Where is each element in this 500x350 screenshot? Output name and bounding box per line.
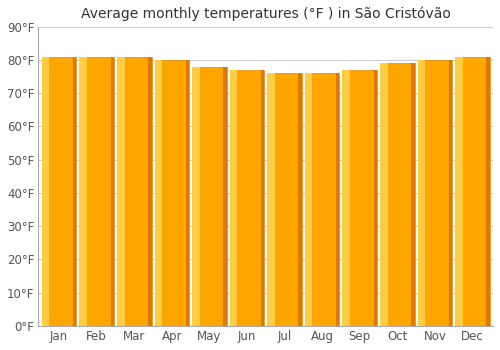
Bar [110, 57, 114, 326]
Bar [148, 57, 152, 326]
Bar [268, 73, 275, 326]
Bar [448, 60, 452, 326]
Bar [336, 73, 340, 326]
Bar [186, 60, 189, 326]
Bar [230, 70, 237, 326]
Bar [80, 57, 87, 326]
Bar [374, 70, 377, 326]
Bar [80, 57, 114, 326]
Bar [455, 57, 462, 326]
Bar [154, 60, 189, 326]
Bar [380, 63, 388, 326]
Bar [223, 66, 226, 326]
Bar [418, 60, 452, 326]
Bar [305, 73, 312, 326]
Bar [455, 57, 490, 326]
Title: Average monthly temperatures (°F ) in São Cristóvão: Average monthly temperatures (°F ) in Sã… [81, 7, 450, 21]
Bar [380, 63, 414, 326]
Bar [298, 73, 302, 326]
Bar [117, 57, 152, 326]
Bar [418, 60, 425, 326]
Bar [42, 57, 76, 326]
Bar [486, 57, 490, 326]
Bar [192, 66, 200, 326]
Bar [411, 63, 414, 326]
Bar [261, 70, 264, 326]
Bar [305, 73, 340, 326]
Bar [230, 70, 264, 326]
Bar [268, 73, 302, 326]
Bar [42, 57, 50, 326]
Bar [192, 66, 226, 326]
Bar [117, 57, 124, 326]
Bar [342, 70, 377, 326]
Bar [342, 70, 350, 326]
Bar [73, 57, 76, 326]
Bar [154, 60, 162, 326]
